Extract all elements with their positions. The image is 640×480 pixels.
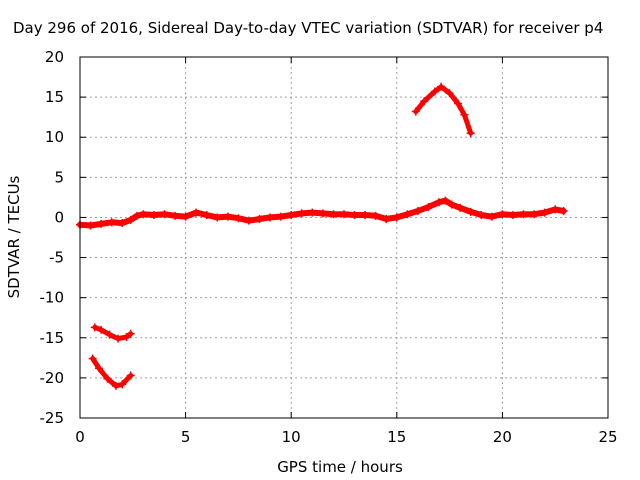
data-point (466, 129, 475, 138)
y-tick-label: 10 (45, 128, 64, 146)
grid-lines (80, 57, 608, 418)
data-point (530, 210, 539, 219)
plot-frame (79, 56, 609, 419)
data-point (498, 210, 507, 219)
data-point (114, 334, 123, 343)
data-point (297, 209, 306, 218)
x-tick-label: 20 (493, 428, 512, 446)
data-point (126, 371, 135, 380)
data-point (171, 211, 180, 220)
data-point (255, 215, 264, 224)
data-point (192, 208, 201, 217)
data-point (519, 210, 528, 219)
data-point (477, 211, 486, 220)
x-tick-label: 15 (387, 428, 406, 446)
data-series (76, 82, 568, 390)
chart-title: Day 296 of 2016, Sidereal Day-to-day VTE… (13, 19, 603, 37)
data-point (420, 97, 429, 106)
data-point (103, 374, 112, 383)
data-point (223, 212, 232, 221)
y-axis-label: SDTVAR / TECUs (5, 175, 23, 298)
x-tick-label: 25 (598, 428, 617, 446)
data-point (97, 219, 106, 228)
data-point (447, 200, 456, 209)
data-point (551, 205, 560, 214)
y-tick-label: -20 (40, 369, 65, 387)
y-tick-label: -5 (49, 249, 64, 267)
data-point (460, 110, 469, 119)
data-point (276, 212, 285, 221)
series-upper-arc (413, 84, 474, 136)
data-point (266, 213, 275, 222)
y-tick-label: 0 (54, 208, 64, 226)
data-point (350, 211, 359, 220)
data-point (97, 325, 106, 334)
data-point (86, 221, 95, 230)
data-point (454, 99, 463, 108)
data-point (392, 213, 401, 222)
data-point (456, 203, 465, 212)
data-point (371, 211, 380, 220)
data-point (466, 207, 475, 216)
data-point (329, 210, 338, 219)
data-point (403, 210, 412, 219)
data-point (430, 87, 439, 96)
data-point (160, 210, 169, 219)
y-tick-label: -25 (40, 409, 65, 427)
data-point (133, 211, 142, 220)
data-point (139, 210, 148, 219)
data-point (287, 211, 296, 220)
data-point (149, 211, 158, 220)
data-point (413, 207, 422, 216)
data-point (424, 203, 433, 212)
data-point (308, 208, 317, 217)
data-point (234, 214, 243, 223)
data-point (441, 196, 450, 205)
y-tick-label: -15 (40, 329, 65, 347)
data-point (88, 354, 97, 363)
data-point (213, 213, 222, 222)
y-tick-label: -10 (40, 289, 65, 307)
data-point (508, 211, 517, 220)
data-point (435, 198, 444, 207)
data-point (118, 219, 127, 228)
data-point (90, 323, 99, 332)
data-point (487, 212, 496, 221)
data-point (559, 207, 568, 216)
x-tick-label: 10 (282, 428, 301, 446)
data-point (318, 209, 327, 218)
data-point (437, 82, 446, 91)
axis-ticks: 0 5 10 15 20 25 -25 -20 -15 -10 -5 0 5 10 15 20 (40, 48, 618, 446)
data-point (126, 329, 135, 338)
data-point (382, 215, 391, 224)
data-point (118, 380, 127, 389)
x-tick-label: 5 (181, 428, 191, 446)
data-point (105, 330, 114, 339)
y-tick-label: 5 (54, 168, 64, 186)
data-point (95, 364, 104, 373)
data-point (107, 218, 116, 227)
series-lower-arc-2 (90, 356, 134, 389)
data-point (111, 381, 120, 390)
data-point (181, 212, 190, 221)
data-point (540, 208, 549, 217)
data-point (122, 332, 131, 341)
data-point (202, 211, 211, 220)
data-point (126, 215, 135, 224)
data-point (340, 210, 348, 219)
x-axis-label: GPS time / hours (277, 458, 403, 476)
y-tick-label: 15 (45, 88, 64, 106)
data-point (244, 216, 253, 225)
y-tick-label: 20 (45, 48, 64, 66)
data-point (361, 211, 370, 220)
x-tick-label: 0 (75, 428, 85, 446)
data-point (445, 89, 454, 98)
data-point (411, 107, 420, 116)
